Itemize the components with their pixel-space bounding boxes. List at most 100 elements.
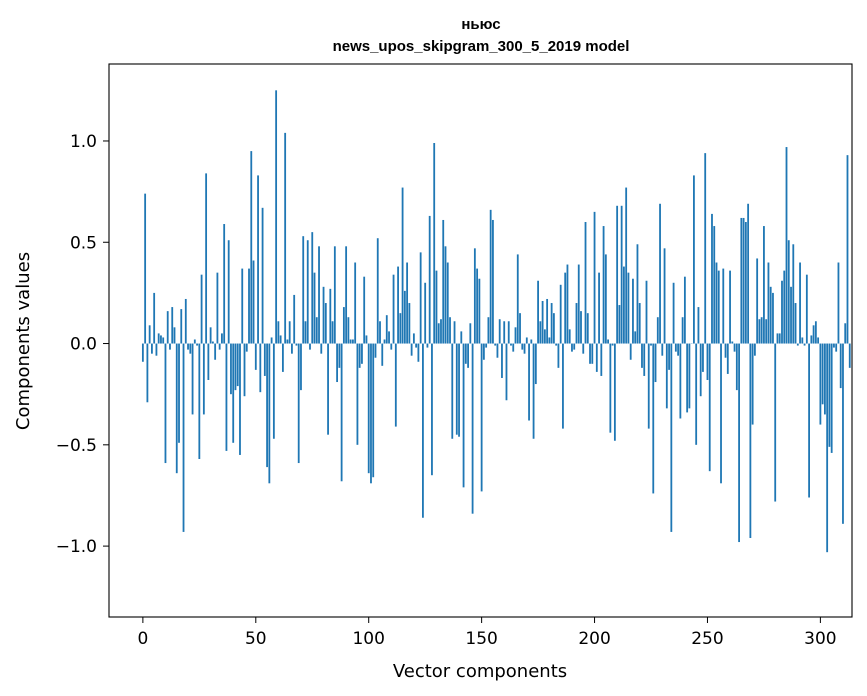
bar-86: [336, 343, 338, 383]
bar-308: [837, 262, 840, 344]
bar-58: [272, 343, 275, 439]
bar-191: [573, 343, 576, 350]
bar-62: [281, 343, 284, 372]
bar-59: [275, 90, 278, 344]
bar-264: [738, 343, 740, 543]
bar-45: [243, 343, 246, 397]
bar-197: [586, 313, 589, 344]
bar-270: [751, 343, 754, 425]
bar-12: [169, 343, 171, 350]
bar-85: [333, 246, 336, 344]
bar-181: [550, 303, 553, 344]
bar-245: [695, 343, 698, 445]
bar-188: [566, 264, 569, 344]
bar-168: [521, 343, 524, 350]
bar-33: [216, 272, 219, 344]
bar-154: [489, 209, 492, 344]
bar-253: [713, 226, 716, 344]
bar-252: [711, 213, 713, 344]
bar-88: [340, 343, 343, 482]
bar-298: [814, 321, 817, 344]
bar-63: [284, 132, 287, 344]
bar-94: [354, 262, 357, 344]
bar-204: [602, 226, 605, 344]
bar-84: [331, 321, 334, 344]
bar-295: [808, 343, 810, 498]
bar-2: [146, 343, 149, 403]
bar-20: [187, 343, 189, 350]
bar-183: [555, 343, 558, 346]
x-tick-label: 0: [137, 629, 148, 649]
bar-239: [681, 317, 684, 344]
bar-262: [733, 343, 736, 352]
bar-42: [236, 343, 239, 387]
bar-231: [663, 248, 666, 344]
bar-116: [403, 290, 406, 344]
bar-17: [180, 309, 183, 344]
bar-173: [532, 343, 535, 439]
bar-136: [449, 317, 451, 344]
bar-68: [295, 343, 298, 346]
bar-43: [239, 343, 241, 455]
bar-133: [442, 219, 445, 344]
bar-244: [693, 175, 695, 344]
bar-15: [175, 343, 178, 474]
bar-311: [844, 323, 847, 344]
bar-230: [661, 343, 664, 356]
bar-195: [582, 343, 585, 354]
bar-81: [324, 303, 327, 344]
bar-171: [528, 343, 530, 421]
bar-223: [645, 280, 648, 344]
y-tick-label: −0.5: [56, 436, 97, 456]
bar-165: [514, 327, 517, 344]
bar-70: [300, 343, 302, 391]
bar-32: [214, 343, 217, 360]
bar-302: [824, 343, 826, 415]
bar-95: [356, 343, 359, 445]
bar-269: [749, 343, 752, 538]
bar-36: [223, 224, 226, 344]
bar-19: [184, 298, 187, 344]
bar-300: [819, 343, 822, 425]
bar-9: [162, 337, 165, 344]
bar-312: [846, 155, 849, 344]
bar-4: [151, 343, 153, 354]
bar-60: [277, 321, 280, 344]
bar-118: [408, 303, 411, 344]
bar-161: [505, 343, 508, 401]
bar-131: [437, 323, 440, 344]
bar-216: [629, 343, 632, 360]
bar-250: [706, 343, 709, 380]
bar-313: [848, 343, 851, 368]
bar-218: [634, 331, 637, 344]
bar-294: [805, 274, 808, 344]
bar-249: [704, 153, 707, 344]
bar-39: [230, 343, 232, 395]
bar-273: [758, 319, 761, 344]
bar-8: [160, 335, 162, 344]
bar-292: [801, 337, 804, 344]
bar-38: [227, 240, 230, 344]
bar-246: [697, 307, 700, 344]
bar-40: [232, 343, 235, 443]
bar-279: [772, 292, 774, 344]
bar-309: [839, 343, 842, 389]
bar-104: [376, 238, 379, 344]
bar-283: [781, 280, 783, 344]
bar-127: [428, 215, 431, 344]
bar-209: [613, 343, 616, 441]
bar-189: [568, 329, 571, 344]
bar-255: [717, 270, 720, 344]
bar-166: [516, 254, 519, 344]
bar-79: [320, 343, 323, 354]
bar-260: [729, 270, 731, 344]
x-axis-label: Vector components: [393, 661, 567, 682]
bar-115: [401, 187, 404, 344]
bar-310: [842, 343, 844, 524]
bar-207: [609, 343, 612, 433]
bar-145: [469, 323, 472, 344]
x-axis-ticks: 0 50 100 150 200 250 300: [137, 617, 837, 649]
bar-301: [821, 343, 824, 405]
bar-297: [812, 325, 815, 344]
bar-106: [381, 343, 384, 366]
